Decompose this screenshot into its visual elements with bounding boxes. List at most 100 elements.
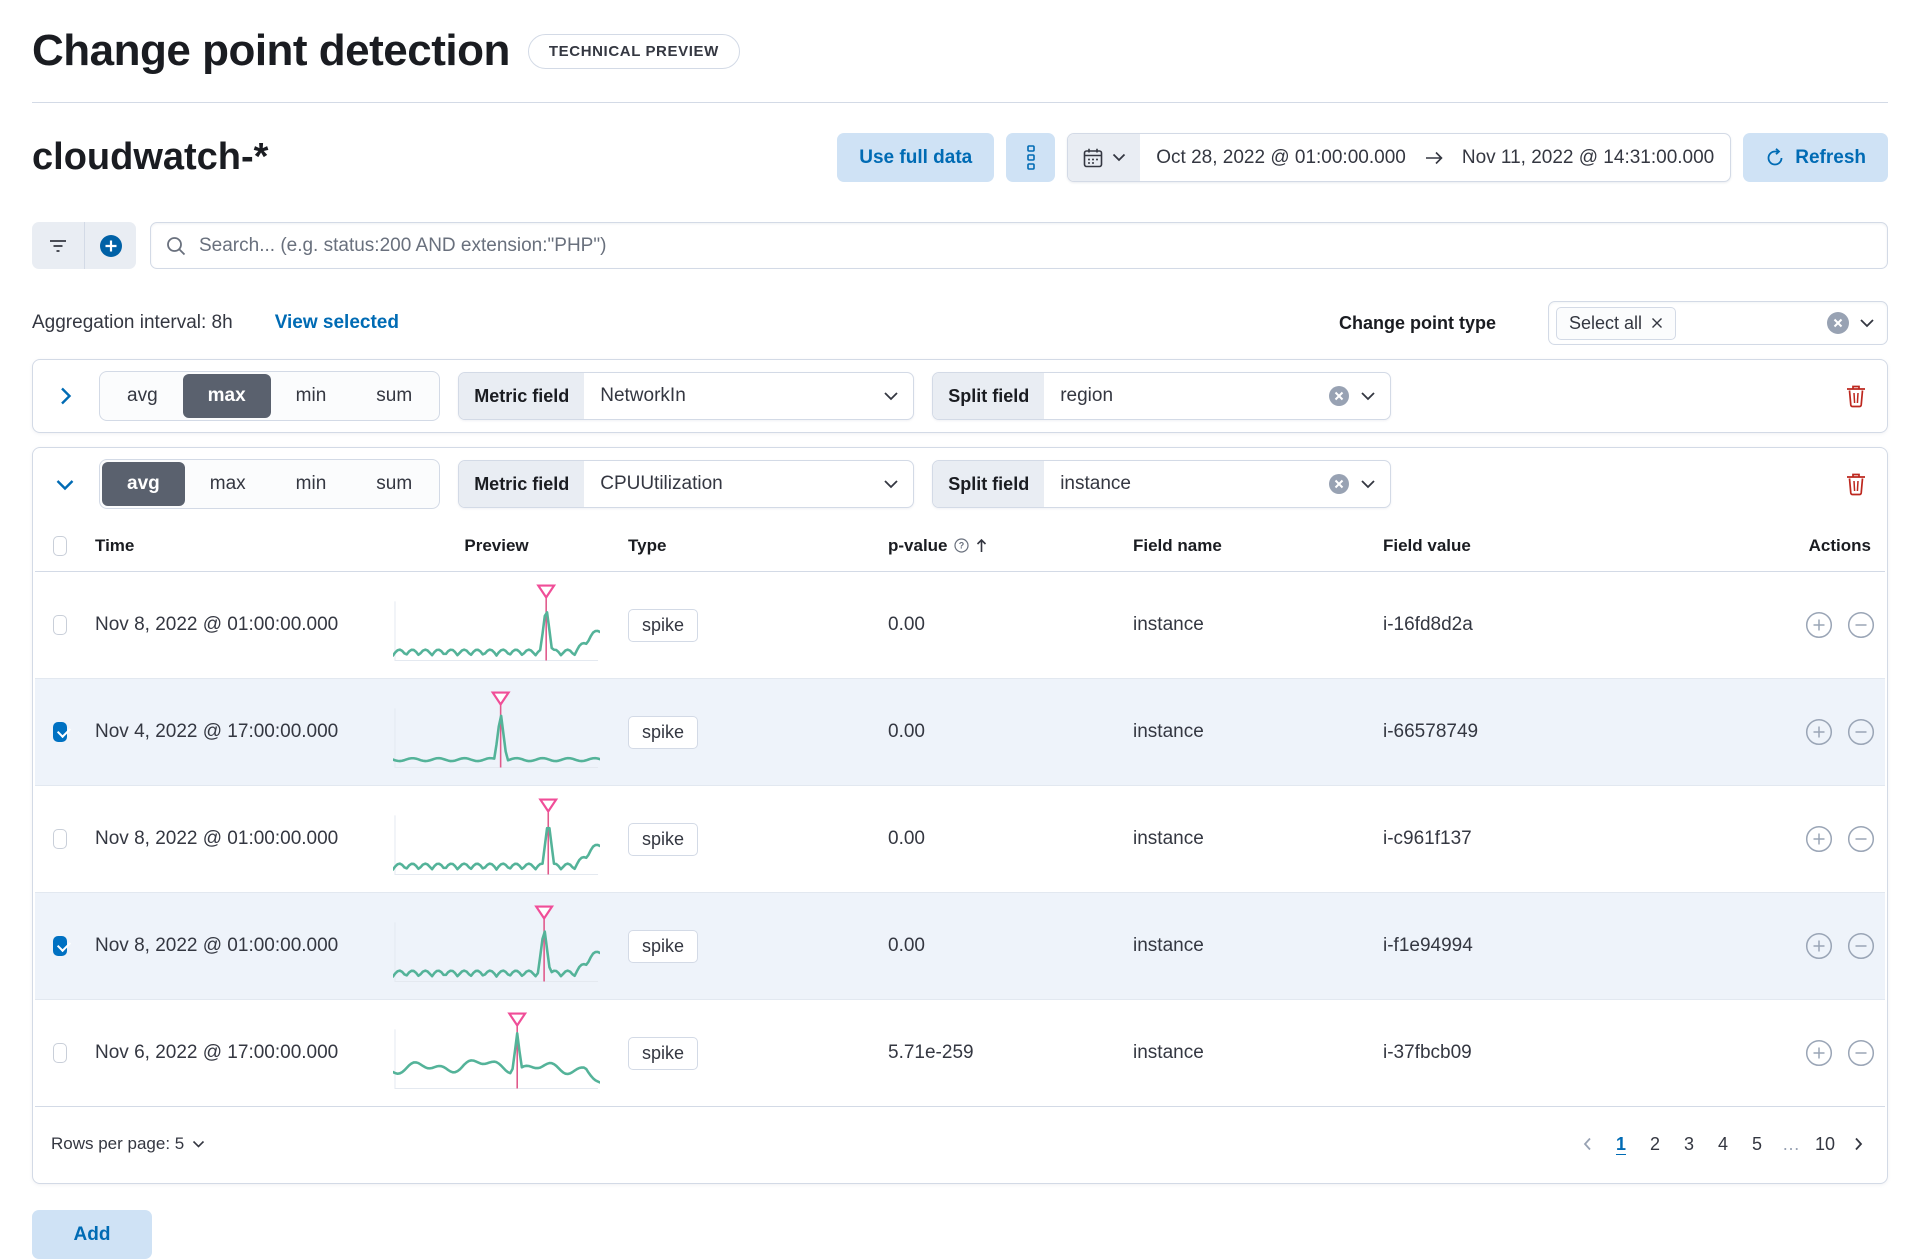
row-field-name: instance bbox=[1133, 1042, 1204, 1063]
chevron-down-icon bbox=[884, 392, 898, 401]
sort-ascending-icon bbox=[976, 538, 986, 552]
clear-icon[interactable] bbox=[1328, 385, 1350, 407]
row-p-value: 0.00 bbox=[888, 828, 925, 849]
trash-icon bbox=[1847, 385, 1865, 408]
filter-out-value-button[interactable] bbox=[1847, 718, 1875, 746]
filter-for-value-button[interactable] bbox=[1805, 1039, 1833, 1067]
selected-type-pill[interactable]: Select all bbox=[1556, 306, 1677, 340]
minus-circle-outline-icon bbox=[1847, 611, 1875, 639]
filter-out-value-button[interactable] bbox=[1847, 1039, 1875, 1067]
remove-pill-icon[interactable] bbox=[1651, 317, 1663, 329]
preview-sparkline bbox=[393, 691, 600, 768]
page-button[interactable]: 10 bbox=[1808, 1127, 1842, 1161]
row-checkbox[interactable] bbox=[53, 829, 67, 849]
search-icon bbox=[167, 237, 186, 256]
expand-toggle-chevron-right-icon[interactable] bbox=[49, 380, 81, 412]
filter-for-value-button[interactable] bbox=[1805, 825, 1833, 853]
page-list: 1 2 3 4 5… 10 bbox=[1577, 1127, 1869, 1161]
chevron-left-icon bbox=[1583, 1137, 1591, 1151]
previous-page-button[interactable] bbox=[1577, 1137, 1598, 1151]
add-filter-button[interactable] bbox=[84, 222, 136, 269]
row-p-value: 0.00 bbox=[888, 614, 925, 635]
clear-icon[interactable] bbox=[1328, 473, 1350, 495]
delete-config-button[interactable] bbox=[1841, 468, 1871, 500]
clear-selection-icon[interactable] bbox=[1827, 312, 1849, 334]
next-page-button[interactable] bbox=[1848, 1137, 1869, 1151]
config-panel-cpuutilization: avg max min sum Metric field CPUUtilizat… bbox=[32, 447, 1888, 1184]
plus-circle-outline-icon bbox=[1805, 932, 1833, 960]
select-all-checkbox[interactable] bbox=[53, 535, 67, 556]
page-button[interactable]: 4 bbox=[1706, 1127, 1740, 1161]
row-checkbox[interactable] bbox=[53, 1043, 67, 1063]
metric-field-select[interactable]: Metric field NetworkIn bbox=[458, 372, 915, 420]
filter-for-value-button[interactable] bbox=[1805, 611, 1833, 639]
split-field-select[interactable]: Split field region bbox=[932, 372, 1392, 420]
filter-icon bbox=[50, 239, 66, 252]
row-checkbox[interactable] bbox=[53, 615, 67, 635]
view-selected-link[interactable]: View selected bbox=[274, 312, 399, 333]
delete-config-button[interactable] bbox=[1841, 380, 1871, 412]
filter-button[interactable] bbox=[32, 222, 84, 269]
svg-text:?: ? bbox=[958, 541, 964, 551]
page-button[interactable]: 5 bbox=[1740, 1127, 1774, 1161]
fn-sum-button[interactable]: sum bbox=[351, 374, 437, 418]
preview-sparkline bbox=[393, 1012, 600, 1089]
aggregation-interval-label: Aggregation interval: 8h bbox=[32, 312, 233, 333]
fn-sum-button[interactable]: sum bbox=[351, 462, 437, 506]
plus-circle-icon bbox=[99, 234, 122, 257]
minus-circle-outline-icon bbox=[1847, 718, 1875, 746]
collapse-toggle-chevron-down-icon[interactable] bbox=[49, 468, 81, 500]
row-checkbox[interactable] bbox=[53, 722, 67, 742]
row-field-value: i-37fbcb09 bbox=[1383, 1042, 1472, 1063]
info-icon[interactable]: ? bbox=[953, 538, 969, 553]
page-button[interactable]: 2 bbox=[1638, 1127, 1672, 1161]
metric-field-value: CPUUtilization bbox=[600, 473, 723, 494]
minus-circle-outline-icon bbox=[1847, 825, 1875, 853]
table-row: Nov 6, 2022 @ 17:00:00.000 spike 5.71e-2… bbox=[35, 1000, 1885, 1107]
calendar-button[interactable] bbox=[1068, 134, 1141, 181]
filter-for-value-button[interactable] bbox=[1805, 718, 1833, 746]
column-header-time[interactable]: Time bbox=[95, 535, 135, 555]
type-badge: spike bbox=[628, 929, 699, 963]
fn-avg-button[interactable]: avg bbox=[102, 374, 183, 418]
metric-field-value: NetworkIn bbox=[600, 385, 686, 406]
metric-field-select[interactable]: Metric field CPUUtilization bbox=[458, 460, 915, 508]
index-pattern-title: cloudwatch-* bbox=[32, 136, 269, 178]
search-input[interactable] bbox=[150, 222, 1888, 269]
date-range-start[interactable]: Oct 28, 2022 @ 01:00:00.000 bbox=[1156, 146, 1406, 168]
fn-avg-button[interactable]: avg bbox=[102, 462, 185, 506]
function-button-group: avg max min sum bbox=[99, 459, 441, 509]
fn-max-button[interactable]: max bbox=[185, 462, 271, 506]
split-field-select[interactable]: Split field instance bbox=[932, 460, 1392, 508]
rows-per-page-button[interactable]: Rows per page: 5 bbox=[51, 1134, 205, 1154]
calendar-icon bbox=[1083, 148, 1103, 167]
use-full-data-button[interactable]: Use full data bbox=[837, 133, 995, 182]
chevron-right-icon bbox=[1855, 1137, 1863, 1151]
change-point-type-combobox[interactable]: Select all bbox=[1548, 301, 1888, 345]
page-button[interactable]: 3 bbox=[1672, 1127, 1706, 1161]
fn-min-button[interactable]: min bbox=[271, 374, 352, 418]
fn-min-button[interactable]: min bbox=[271, 462, 352, 506]
row-checkbox[interactable] bbox=[53, 936, 67, 956]
filter-out-value-button[interactable] bbox=[1847, 825, 1875, 853]
technical-preview-badge: TECHNICAL PREVIEW bbox=[527, 33, 740, 69]
filter-out-value-button[interactable] bbox=[1847, 932, 1875, 960]
filter-out-value-button[interactable] bbox=[1847, 611, 1875, 639]
type-badge: spike bbox=[628, 715, 699, 749]
refresh-button[interactable]: Refresh bbox=[1743, 133, 1888, 182]
row-field-value: i-c961f137 bbox=[1383, 828, 1472, 849]
add-button[interactable]: Add bbox=[32, 1210, 152, 1259]
split-field-label: Split field bbox=[933, 373, 1045, 419]
boxes-vertical-icon bbox=[1026, 144, 1035, 170]
apply-time-range-button[interactable] bbox=[1006, 133, 1056, 182]
chevron-down-icon bbox=[1113, 153, 1126, 162]
arrow-right-icon bbox=[1422, 150, 1446, 166]
filter-for-value-button[interactable] bbox=[1805, 932, 1833, 960]
row-time: Nov 8, 2022 @ 01:00:00.000 bbox=[95, 935, 339, 956]
row-field-value: i-66578749 bbox=[1383, 721, 1479, 742]
page-button[interactable]: 1 bbox=[1604, 1127, 1638, 1161]
column-header-p-value[interactable]: p-value ? bbox=[874, 536, 1119, 556]
fn-max-button[interactable]: max bbox=[182, 374, 271, 418]
date-range-end[interactable]: Nov 11, 2022 @ 14:31:00.000 bbox=[1461, 146, 1715, 168]
column-header-actions: Actions bbox=[1808, 535, 1871, 555]
